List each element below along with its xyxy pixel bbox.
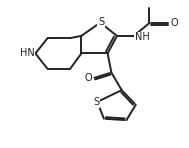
Text: HN: HN [20,49,34,58]
Text: O: O [84,73,92,83]
Text: S: S [93,97,99,107]
Text: NH: NH [135,32,149,42]
Text: O: O [170,18,178,28]
Text: S: S [98,17,104,27]
